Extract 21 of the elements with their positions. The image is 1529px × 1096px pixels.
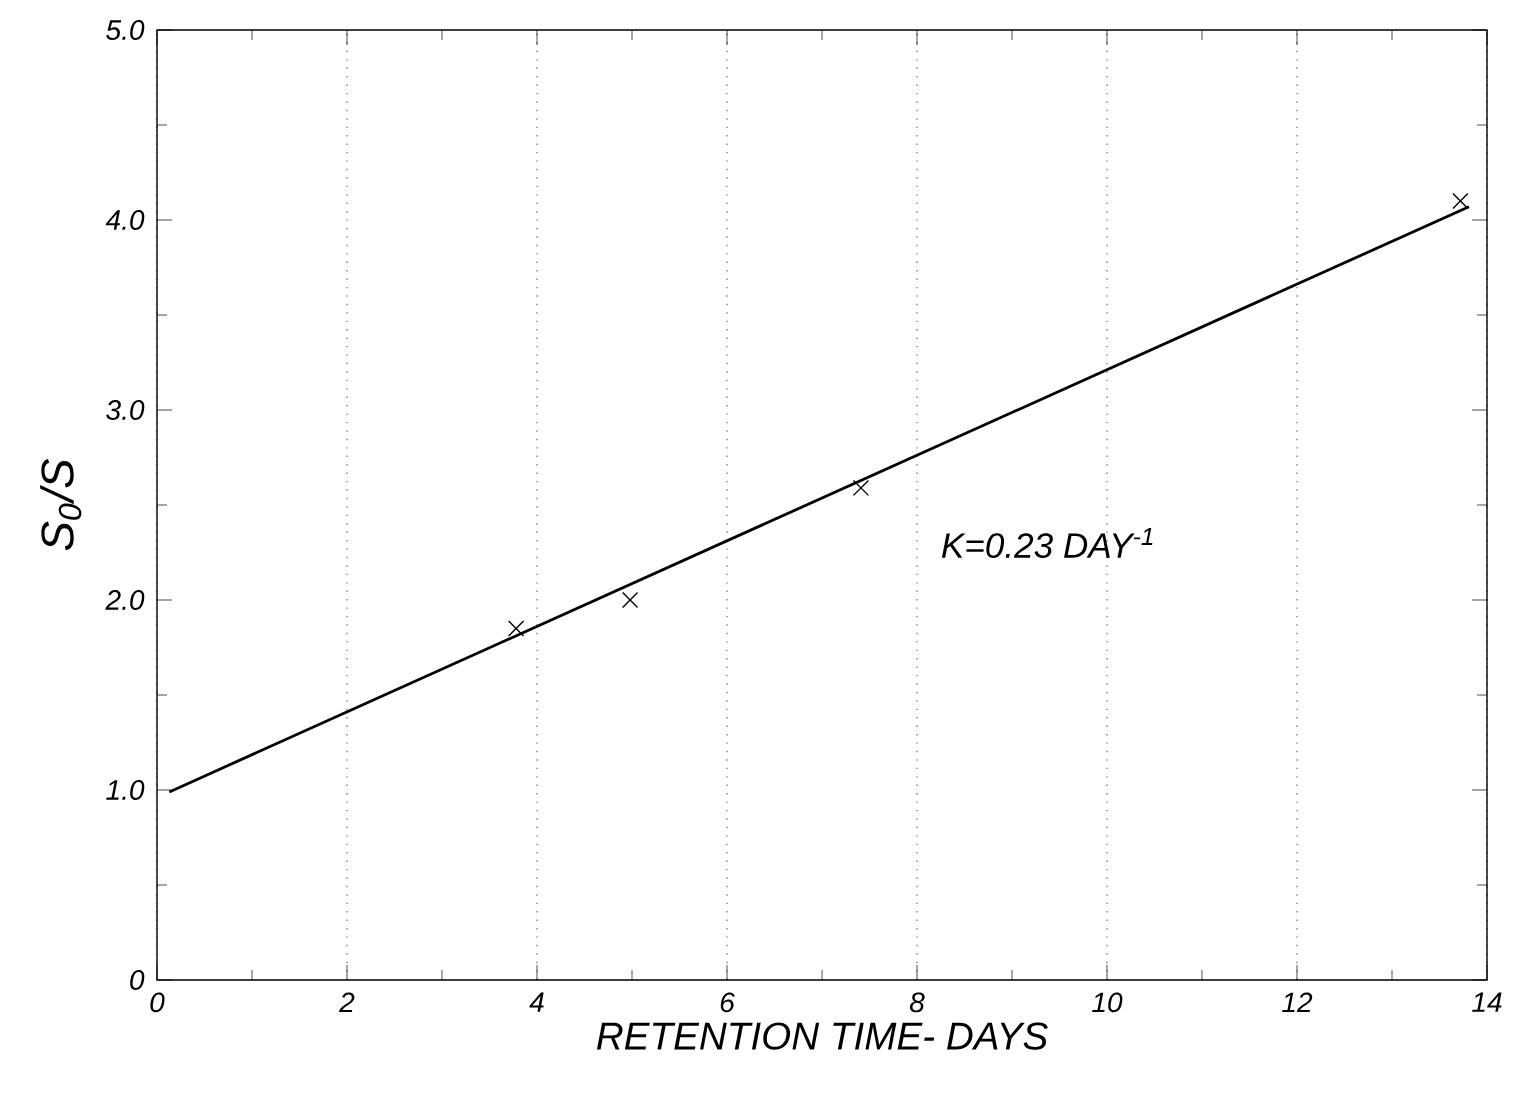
y-tick-label: 4.0 bbox=[105, 210, 145, 230]
x-tick-label: 0 bbox=[150, 992, 165, 1013]
x-tick-label: 6 bbox=[720, 992, 735, 1013]
x-tick-label: 10 bbox=[1092, 992, 1123, 1013]
y-axis-title: S$_{0}$/S bbox=[40, 458, 82, 551]
x-tick-label: 2 bbox=[339, 992, 355, 1013]
x-tick-label: 4 bbox=[529, 992, 544, 1012]
point bbox=[621, 591, 639, 609]
x-tick-label: 8 bbox=[909, 992, 925, 1013]
y-tick-label: 3.0 bbox=[106, 400, 145, 420]
y-tick-label: 5.0 bbox=[106, 20, 145, 40]
point bbox=[852, 479, 870, 497]
y-tick-label: 2.0 bbox=[105, 590, 145, 610]
y-tick-label: 0 bbox=[130, 970, 145, 990]
point bbox=[1452, 192, 1469, 210]
annotation: K=0.23 DAY$^{-1}$ bbox=[941, 528, 1153, 558]
point bbox=[507, 620, 525, 637]
y-tick-label: 1.0 bbox=[106, 780, 145, 800]
x-axis-title: RETENTION TIME- DAYS bbox=[596, 1022, 1048, 1050]
x-tick-label: 12 bbox=[1282, 992, 1313, 1013]
x-tick-label: 14 bbox=[1472, 992, 1502, 1012]
